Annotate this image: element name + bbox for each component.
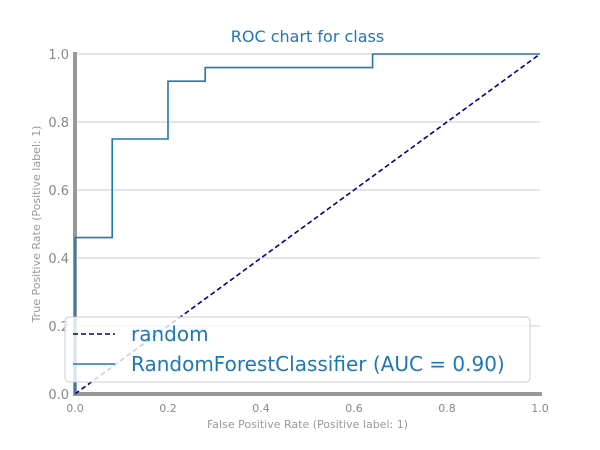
legend: random RandomForestClassifier (AUC = 0.90… — [64, 316, 531, 383]
legend-box — [64, 316, 531, 383]
legend-label: RandomForestClassifier (AUC = 0.90) — [131, 352, 505, 376]
y-tick-label: 1.0 — [48, 48, 69, 63]
x-tick-label: 0.0 — [66, 402, 84, 415]
y-axis-label: True Positive Rate (Positive label: 1) — [30, 126, 43, 324]
x-tick-labels: 0.0 0.2 0.4 0.6 0.8 1.0 — [66, 402, 549, 415]
y-tick-label: 0.2 — [48, 320, 69, 335]
y-tick-label: 0.0 — [48, 388, 69, 403]
grid-lines — [75, 53, 540, 327]
y-tick-labels: 0.0 0.2 0.4 0.6 0.8 1.0 — [48, 48, 69, 403]
y-tick-label: 0.8 — [48, 116, 69, 131]
y-tick-label: 0.4 — [48, 252, 69, 267]
chart-title: ROC chart for class — [231, 27, 384, 46]
x-tick-label: 0.8 — [438, 402, 456, 415]
x-tick-label: 0.6 — [345, 402, 363, 415]
x-tick-label: 0.4 — [252, 402, 270, 415]
x-axis-label: False Positive Rate (Positive label: 1) — [207, 418, 408, 431]
y-tick-label: 0.6 — [48, 184, 69, 199]
x-tick-label: 1.0 — [531, 402, 549, 415]
series-line-classifier — [74, 53, 540, 394]
x-tick-label: 0.2 — [159, 402, 177, 415]
legend-label: random — [131, 322, 209, 346]
